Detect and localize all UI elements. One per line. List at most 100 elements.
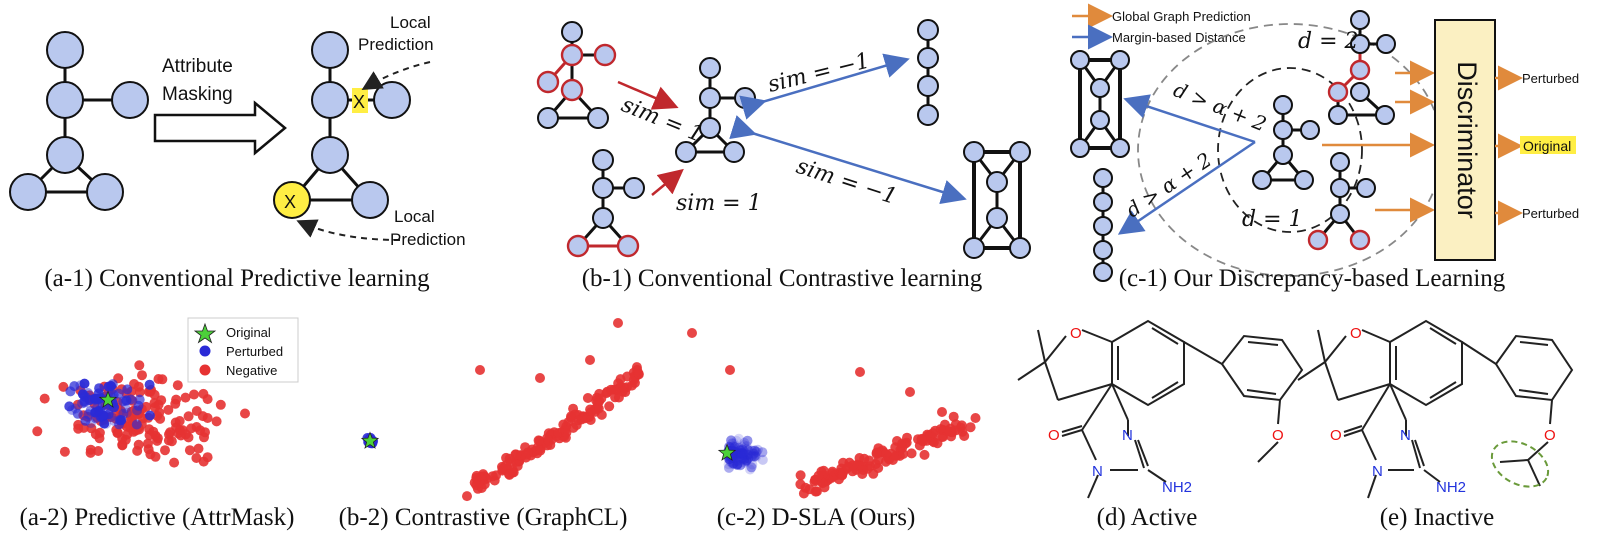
legend-global: Global Graph Prediction xyxy=(1112,9,1251,24)
c1-perturbed-bottom xyxy=(1307,152,1376,251)
perturbed-dot xyxy=(131,419,142,430)
caption-d: (d) Active xyxy=(1097,504,1198,531)
negative-dot xyxy=(174,416,185,426)
negative-dot xyxy=(819,470,830,481)
c1-d2: d = 2 xyxy=(1298,29,1359,54)
d-atom-n2: N xyxy=(1092,463,1103,480)
perturbed-dot xyxy=(736,442,747,453)
panel-b1: sim = 1 sim = 1 sim = −1 sim = −1 (b-1) … xyxy=(536,19,1031,292)
graph-masked xyxy=(273,31,411,219)
perturbed-dot xyxy=(735,460,746,471)
negative-dot xyxy=(189,389,199,400)
negative-dot xyxy=(144,430,155,441)
caption-a1: (a-1) Conventional Predictive learning xyxy=(44,265,430,292)
perturbed-dot xyxy=(106,411,117,422)
negative-dot xyxy=(592,398,603,409)
negative-dot xyxy=(160,445,170,456)
original-star xyxy=(98,390,118,408)
perturbed-dot xyxy=(144,410,155,421)
masking-arrow xyxy=(153,100,287,156)
negative-dot xyxy=(170,398,181,409)
negative-dot xyxy=(948,411,959,422)
local-pred-1-b: Prediction xyxy=(358,35,434,54)
original-star xyxy=(717,443,737,461)
negative-dot xyxy=(613,318,623,328)
negative-dot xyxy=(143,444,154,455)
negative-dot xyxy=(211,416,222,427)
perturbed-dot xyxy=(752,444,763,455)
negative-dot xyxy=(535,445,546,456)
perturbed-dot xyxy=(757,454,768,465)
masking-label-2: Masking xyxy=(162,84,233,105)
negative-dot xyxy=(596,409,607,420)
molecule-active: O O N N NH2 O xyxy=(1017,319,1304,499)
perturbed-dot xyxy=(724,462,734,473)
negative-dot xyxy=(191,453,202,463)
perturbed-dot xyxy=(90,394,101,405)
perturbed-dot xyxy=(742,435,753,446)
perturbed-dot xyxy=(737,448,748,458)
negative-dot xyxy=(215,399,226,410)
negative-dot xyxy=(970,413,981,423)
graph-negative-1 xyxy=(917,19,939,126)
original-star xyxy=(360,431,380,449)
perturbed-dot xyxy=(64,401,75,412)
negative-dot xyxy=(880,456,891,467)
discriminator-box xyxy=(1434,19,1496,261)
negative-dot xyxy=(906,448,917,459)
negative-dot xyxy=(471,480,482,491)
negative-dot xyxy=(157,374,168,385)
negative-dot xyxy=(133,439,144,450)
negative-dot xyxy=(134,387,145,398)
negative-dot xyxy=(93,446,104,456)
local-pred-1-a: Local xyxy=(390,13,431,32)
negative-dot xyxy=(197,411,208,422)
negative-dot xyxy=(871,448,882,459)
negative-dot xyxy=(837,470,848,481)
graph-anchor xyxy=(675,57,756,163)
negative-dot xyxy=(169,457,180,468)
perturbed-dot xyxy=(747,459,758,470)
local-pred-2-a: Local xyxy=(394,207,435,226)
negative-dot xyxy=(873,463,884,473)
molecule-inactive: O O N N NH2 O xyxy=(1297,319,1574,499)
perturbed-dot xyxy=(72,408,83,419)
d-atom-n1: N xyxy=(1122,427,1133,444)
legend-margin: Margin-based Distance xyxy=(1112,30,1246,45)
perturbed-dot xyxy=(118,408,129,419)
e-atom-n1: N xyxy=(1400,427,1411,444)
perturbed-dot xyxy=(747,445,757,456)
negative-dot xyxy=(916,434,927,445)
c1-perturbed-top xyxy=(1327,10,1396,125)
negative-dot xyxy=(613,378,624,389)
perturbed-dot xyxy=(122,384,133,395)
scatter-a2 xyxy=(32,360,250,468)
negative-dot xyxy=(172,380,183,391)
perturbed-dot xyxy=(731,435,742,446)
negative-dot xyxy=(487,471,498,482)
perturbed-dot xyxy=(745,464,756,475)
local-pred-2-b: Prediction xyxy=(390,230,466,249)
panel-a1: Attribute Masking X X Local Prediction L… xyxy=(9,13,466,292)
perturbed-dot xyxy=(79,378,90,389)
perturbed-dot xyxy=(94,383,105,394)
negative-dot xyxy=(163,404,174,415)
negative-dot xyxy=(73,419,84,430)
perturbed-dot xyxy=(750,450,761,461)
graph-positive-2 xyxy=(566,149,645,258)
negative-dot xyxy=(613,392,624,403)
negative-dot xyxy=(134,360,145,371)
c1-d1: d = 1 xyxy=(1242,207,1303,232)
negative-dot xyxy=(902,432,912,443)
negative-dot xyxy=(543,435,554,446)
negative-dot xyxy=(85,444,96,455)
perturbed-dot xyxy=(65,386,76,397)
d-atom-nh2: NH2 xyxy=(1162,479,1192,496)
graph-original xyxy=(9,31,149,211)
negative-dot xyxy=(941,425,952,436)
out-perturbed-1: Perturbed xyxy=(1522,71,1579,86)
negative-dot xyxy=(855,367,865,377)
negative-dot xyxy=(141,401,152,412)
perturbed-dot xyxy=(736,453,747,464)
d-atom-o1: O xyxy=(1070,325,1082,342)
